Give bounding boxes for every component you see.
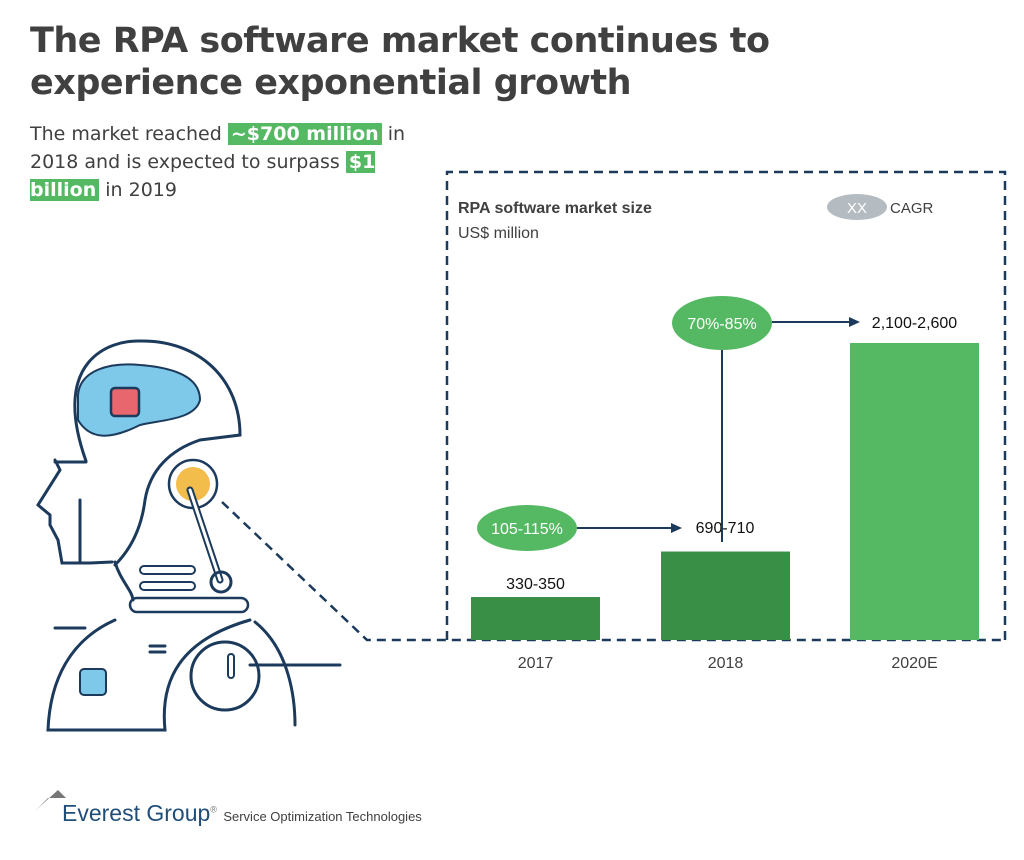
- subtitle-text: in 2018 and is expected to surpass: [30, 123, 406, 173]
- cagr-label: 105-115%: [491, 521, 563, 538]
- bar-2020E: [850, 343, 979, 640]
- x-tick-label: 2017: [518, 655, 554, 672]
- mountain-logo-icon: [36, 790, 66, 810]
- robot-illustration: [36, 339, 342, 732]
- bar-value-label: 690-710: [696, 520, 755, 537]
- callout-dashed-box: [221, 170, 1007, 642]
- chart-unit: US$ million: [458, 225, 539, 242]
- legend-label: CAGR: [890, 200, 934, 217]
- legend-marker-text: XX: [847, 200, 867, 217]
- x-tick-label: 2020E: [891, 655, 937, 672]
- everest-group-logo: Everest Group® Service Optimization Tech…: [36, 790, 422, 827]
- legend-marker: [827, 194, 887, 220]
- subtitle-text: The market reached: [30, 123, 228, 145]
- chart-title: RPA software market size: [458, 200, 652, 217]
- brand-name: Everest Group: [62, 800, 211, 826]
- cagr-bubble-2017-2018: [477, 505, 577, 551]
- subtitle: The market reached ~$700 million in 2018…: [30, 120, 430, 204]
- bar-2017: [471, 597, 600, 640]
- highlight-700m: ~$700 million: [227, 123, 382, 145]
- bar-value-label: 330-350: [506, 576, 565, 593]
- cagr-arrows: [577, 317, 860, 542]
- bar-2018: [661, 551, 790, 640]
- cagr-bubble-2018-2020: [672, 296, 772, 350]
- x-tick-label: 2018: [708, 655, 744, 672]
- registered-mark: ®: [210, 804, 217, 815]
- bar-value-label: 2,100-2,600: [872, 315, 958, 332]
- subtitle-text: in 2019: [99, 179, 177, 201]
- tagline: Service Optimization Technologies: [223, 809, 422, 824]
- page-title: The RPA software market continues to exp…: [30, 21, 770, 103]
- cagr-label: 70%-85%: [687, 316, 756, 333]
